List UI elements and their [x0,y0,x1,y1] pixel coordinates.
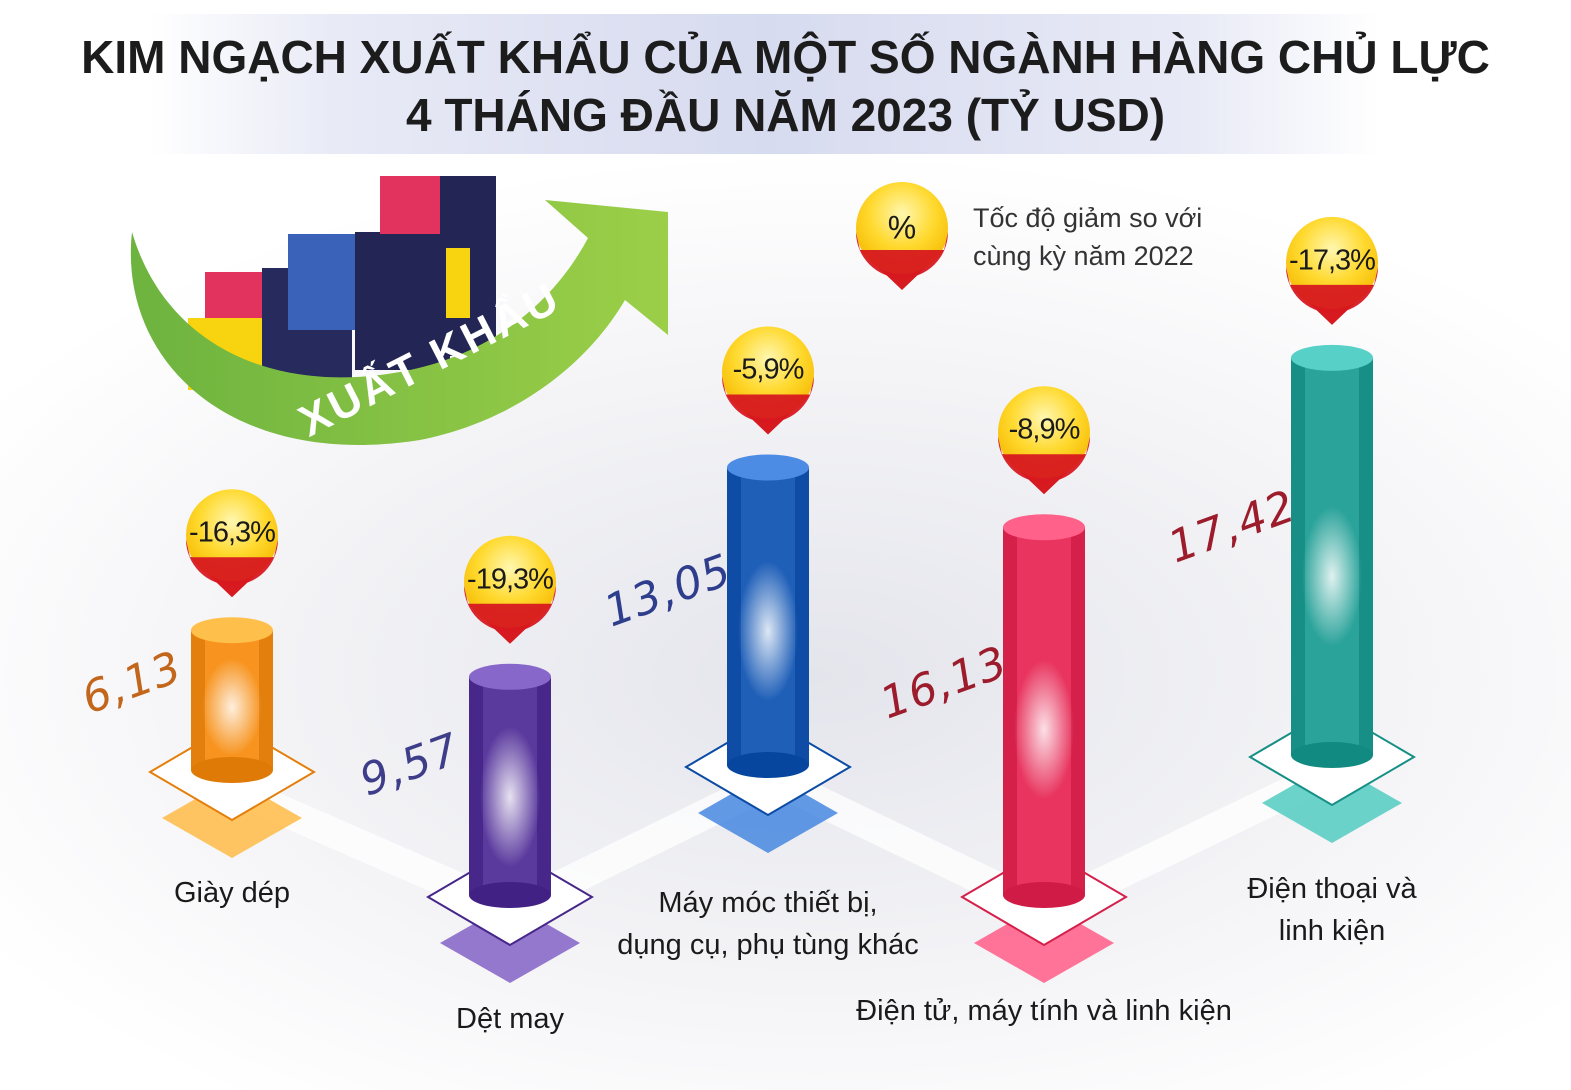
bar-glow-3 [738,561,798,702]
bar-group-4 [960,514,1128,983]
bar-group-2 [426,663,594,983]
legend-text: Tốc độ giảm so với cùng kỳ năm 2022 [973,203,1203,271]
bar-glow-1 [202,658,262,757]
category-label-3: Máy móc thiết bị, dụng cụ, phụ tùng khác [617,887,919,961]
bar-bottom-2 [469,882,551,908]
bar-bottom-3 [727,752,809,778]
change-label-4: -8,9% [1008,413,1081,446]
bar-bottom-5 [1291,742,1373,768]
category-label-1: Giày dép [173,877,291,909]
bars-layer [148,182,1416,983]
container-yellow-2 [446,248,470,318]
bar-glow-5 [1302,506,1362,647]
bar-shade-left-1 [191,630,205,770]
bar-top-3 [727,454,809,481]
bar-group-5 [1248,344,1416,843]
container-navy-2 [355,232,450,370]
bar-shade-right-2 [537,676,551,895]
bar-shade-left-2 [469,676,483,895]
bar-shade-right-4 [1071,527,1085,895]
chart-title-line-1: KIM NGẠCH XUẤT KHẨU CỦA MỘT SỐ NGÀNH HÀN… [81,31,1490,83]
change-pin-5-band [1286,266,1378,313]
bar-glow-2 [480,726,540,867]
chart-title-line-2: 4 THÁNG ĐẦU NĂM 2023 (TỶ USD) [405,89,1166,141]
change-label-2: -19,3% [467,563,554,596]
export-arrow [130,200,669,445]
bar-shade-right-3 [795,467,809,765]
category-label-4: Điện tử, máy tính và linh kiện [856,995,1232,1027]
legend-percent-symbol: % [887,209,917,246]
bar-top-4 [1003,514,1085,541]
bar-shade-left-3 [727,467,741,765]
container-blue [288,234,360,330]
category-label-2: Dệt may [456,1003,564,1035]
bar-bottom-4 [1003,882,1085,908]
bar-group-1 [148,617,316,858]
bar-shade-left-4 [1003,527,1017,895]
change-pin-2-band [464,585,556,632]
change-label-1: -16,3% [189,516,276,549]
export-illustration [130,176,669,445]
category-label-5: Điện thoại và linh kiện [1247,873,1417,947]
title-band [150,14,1380,154]
bar-shade-left-5 [1291,357,1305,755]
bar-top-1 [191,617,273,644]
change-pin-4-band [998,436,1090,483]
change-label-5: -17,3% [1289,244,1376,277]
bar-bottom-1 [191,757,273,783]
bar-top-5 [1291,344,1373,371]
change-label-3: -5,9% [732,353,805,386]
bar-top-2 [469,663,551,690]
bar-glow-4 [1014,659,1074,800]
bar-group-3 [684,454,852,853]
change-pin-3-band [722,376,814,423]
bar-shade-right-1 [259,630,273,770]
legend-pin-band [856,232,948,278]
change-pin-1-band [186,539,278,586]
bar-shade-right-5 [1359,357,1373,755]
